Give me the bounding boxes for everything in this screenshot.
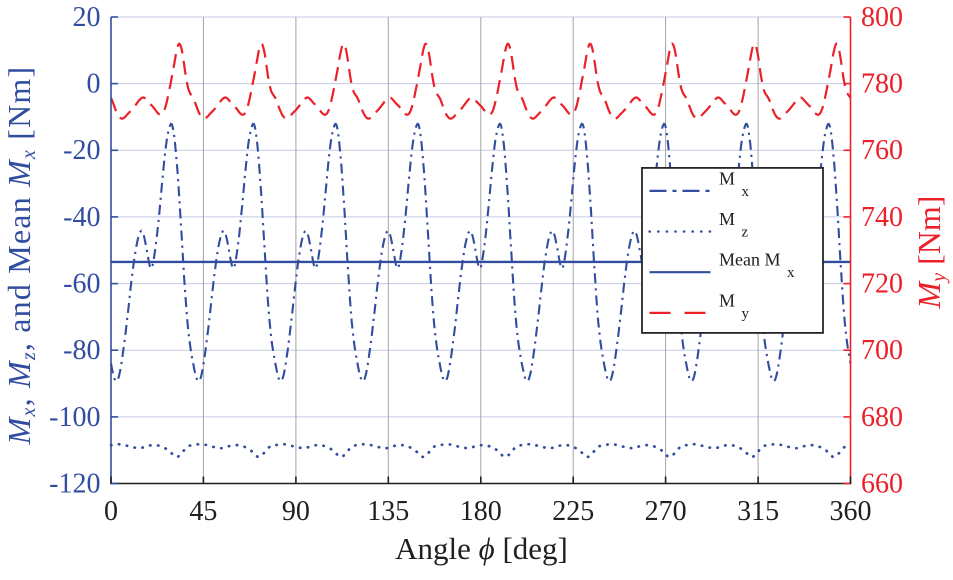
svg-text:180: 180 [460,496,502,527]
svg-text:760: 760 [861,135,903,166]
svg-text:-20: -20 [63,135,100,166]
svg-text:-60: -60 [63,269,100,300]
svg-text:0: 0 [104,496,118,527]
svg-text:780: 780 [861,69,903,100]
svg-text:-100: -100 [49,402,100,433]
svg-text:-40: -40 [63,202,100,233]
svg-text:135: 135 [367,496,409,527]
svg-text:Angle ϕ [deg]: Angle ϕ [deg] [395,531,568,566]
svg-text:660: 660 [861,468,903,499]
svg-text:45: 45 [189,496,217,527]
svg-text:20: 20 [73,2,101,33]
svg-text:315: 315 [737,496,779,527]
svg-text:270: 270 [645,496,687,527]
svg-text:0: 0 [87,69,101,100]
svg-text:680: 680 [861,402,903,433]
svg-text:-120: -120 [49,468,100,499]
svg-text:740: 740 [861,202,903,233]
svg-text:720: 720 [861,269,903,300]
svg-text:800: 800 [861,2,903,33]
svg-text:360: 360 [830,496,872,527]
svg-text:My [Nm]: My [Nm] [911,196,950,310]
svg-text:-80: -80 [63,335,100,366]
svg-text:Mx, Mz, and Mean Mx [Nm]: Mx, Mz, and Mean Mx [Nm] [1,66,40,446]
svg-text:225: 225 [552,496,594,527]
svg-text:700: 700 [861,335,903,366]
svg-text:90: 90 [282,496,310,527]
